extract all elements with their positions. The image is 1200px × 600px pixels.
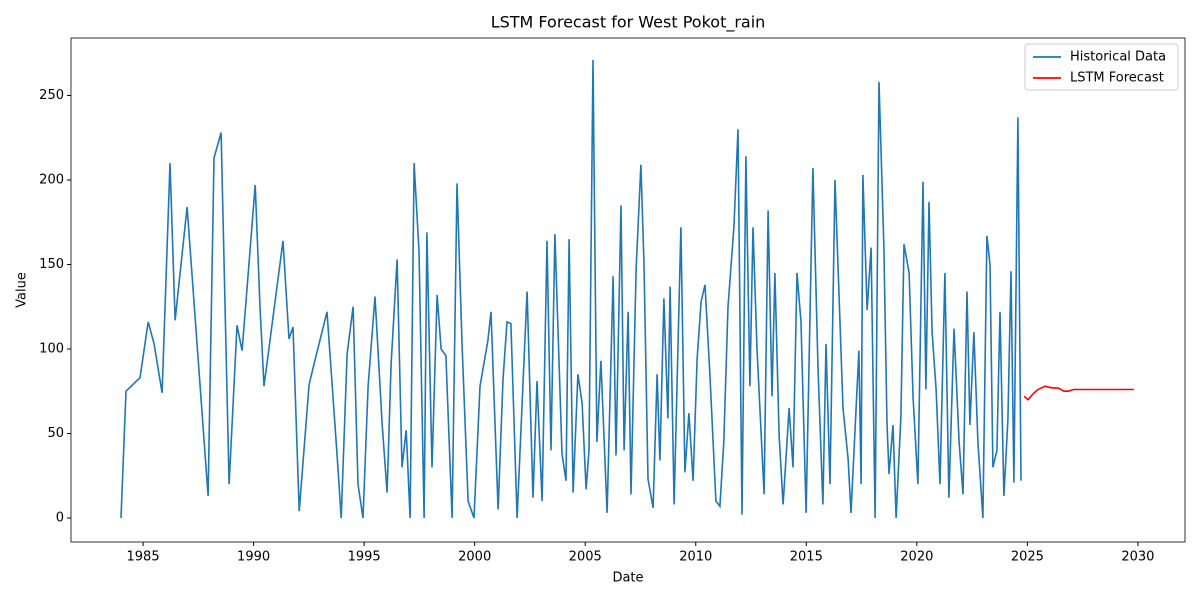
legend-label: LSTM Forecast: [1070, 71, 1164, 86]
y-tick-label: 0: [56, 511, 64, 526]
plot-frame: [70, 37, 1186, 543]
x-tick-label: 2010: [679, 550, 712, 565]
chart-title: LSTM Forecast for West Pokot_rain: [491, 13, 766, 33]
x-tick-label: 2015: [790, 550, 823, 565]
y-axis-label: Value: [15, 272, 30, 308]
x-tick-label: 2025: [1011, 550, 1044, 565]
x-tick-label: 1995: [348, 550, 381, 565]
x-tick-label: 2030: [1121, 550, 1154, 565]
data-line: [1023, 385, 1134, 401]
x-tick-label: 2005: [569, 550, 602, 565]
y-tick-label: 50: [47, 426, 64, 441]
y-tick-label: 100: [39, 341, 64, 356]
x-tick-label: 1985: [127, 550, 160, 565]
y-tick-label: 200: [39, 172, 64, 187]
x-tick-label: 1990: [237, 550, 270, 565]
legend-box: [1024, 43, 1179, 91]
x-tick-label: 2000: [458, 550, 491, 565]
y-tick-label: 250: [39, 88, 64, 103]
x-axis-label: Date: [612, 571, 643, 586]
data-line: [120, 59, 1022, 519]
y-tick-label: 150: [39, 257, 64, 272]
x-tick-label: 2020: [900, 550, 933, 565]
legend-label: Historical Data: [1070, 50, 1166, 65]
